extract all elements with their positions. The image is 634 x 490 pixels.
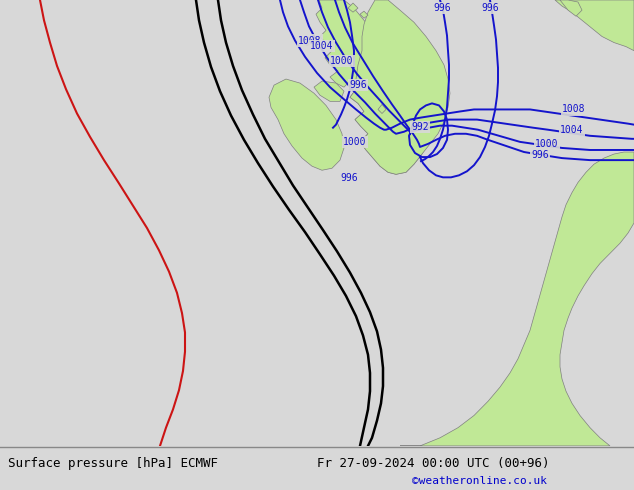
Text: 1000: 1000 (535, 139, 559, 149)
Text: ©weatheronline.co.uk: ©weatheronline.co.uk (412, 476, 547, 487)
Text: 1004: 1004 (310, 41, 333, 50)
Text: 996: 996 (481, 3, 499, 13)
Polygon shape (316, 0, 430, 174)
Text: 1008: 1008 (562, 104, 586, 115)
Polygon shape (400, 152, 634, 446)
Polygon shape (378, 104, 386, 114)
Text: Fr 27-09-2024 00:00 UTC (00+96): Fr 27-09-2024 00:00 UTC (00+96) (317, 457, 550, 470)
Text: 996: 996 (433, 3, 451, 13)
Text: 1004: 1004 (560, 125, 584, 135)
Polygon shape (302, 36, 312, 46)
Text: 1008: 1008 (298, 36, 321, 46)
Text: 1000: 1000 (330, 56, 354, 66)
Text: 996: 996 (531, 150, 549, 160)
Text: 996: 996 (340, 173, 358, 183)
Polygon shape (314, 81, 344, 101)
Polygon shape (269, 79, 344, 170)
Text: 996: 996 (349, 80, 367, 90)
Text: 992: 992 (411, 122, 429, 132)
Polygon shape (350, 0, 450, 174)
Polygon shape (560, 0, 582, 16)
Text: Surface pressure [hPa] ECMWF: Surface pressure [hPa] ECMWF (8, 457, 217, 470)
Polygon shape (360, 11, 368, 18)
Polygon shape (555, 0, 634, 50)
Text: 1000: 1000 (343, 137, 366, 147)
Polygon shape (348, 3, 358, 12)
